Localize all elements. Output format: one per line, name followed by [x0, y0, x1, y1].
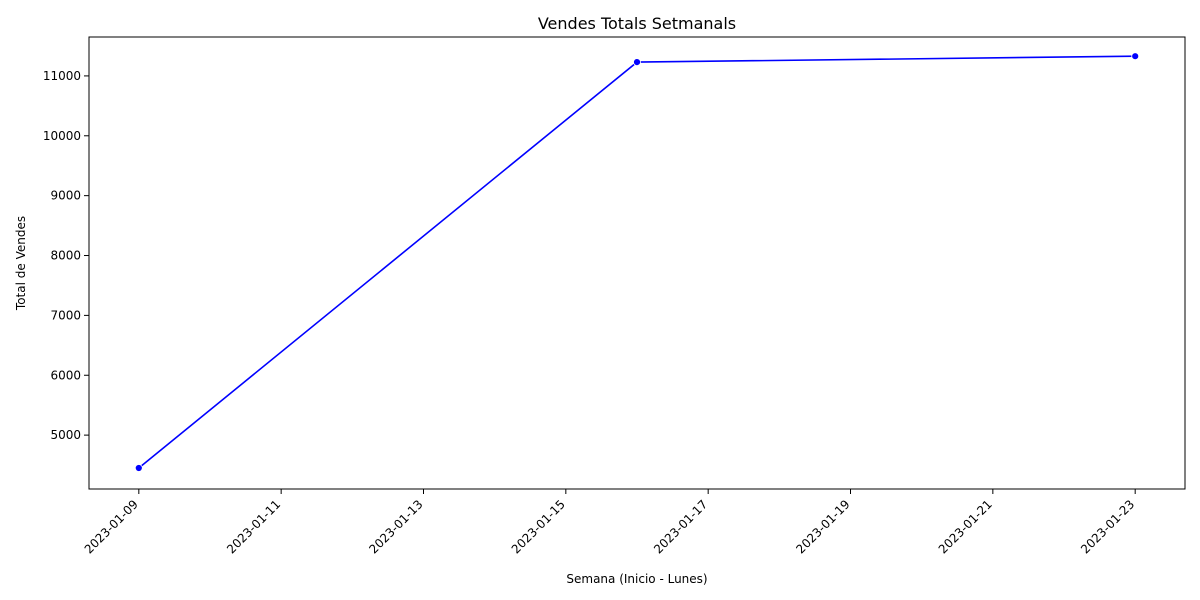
- series-layer: [134, 52, 1140, 472]
- y-tick-label: 7000: [50, 308, 81, 322]
- y-tick-label: 9000: [50, 189, 81, 203]
- y-tick-label: 6000: [50, 368, 81, 382]
- plot-area-frame: [88, 36, 1186, 490]
- x-axis-label: Semana (Inicio - Lunes): [566, 572, 707, 586]
- y-tick-label: 8000: [50, 249, 81, 263]
- data-point-marker: [633, 58, 641, 66]
- y-tick-label: 11000: [43, 69, 81, 83]
- chart-title: Vendes Totals Setmanals: [538, 14, 736, 33]
- y-tick-label: 5000: [50, 428, 81, 442]
- y-axis-label: Total de Vendes: [14, 216, 28, 311]
- y-axis-ticks: 5000 6000 7000 8000 9000 10000 11000: [43, 69, 89, 442]
- y-tick-label: 10000: [43, 129, 81, 143]
- data-point-marker: [134, 464, 143, 472]
- data-point-marker: [1131, 52, 1140, 61]
